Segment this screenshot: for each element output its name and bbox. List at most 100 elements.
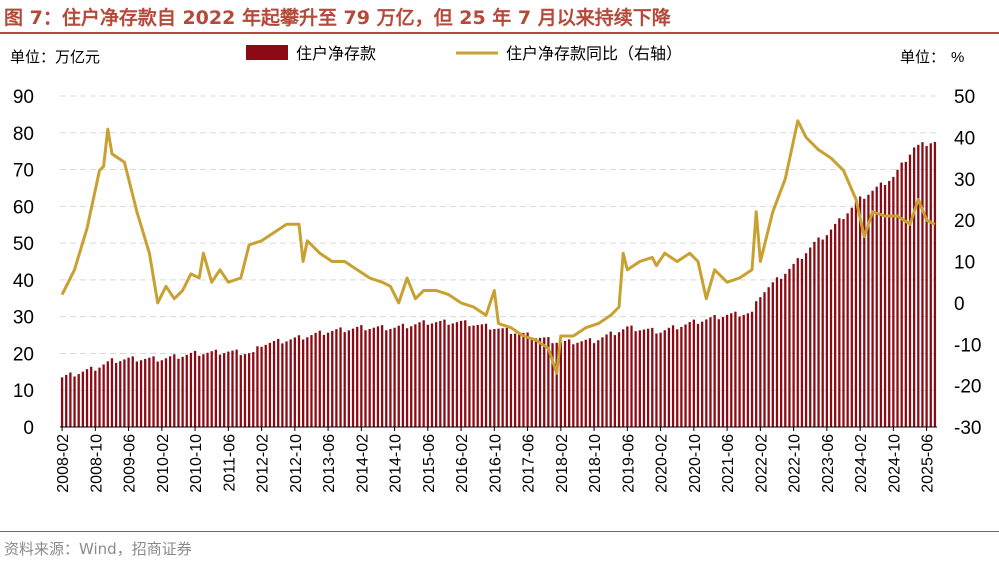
x-tick-label: 2019-06: [620, 434, 637, 493]
x-tick-label: 2015-06: [421, 434, 438, 493]
bar: [543, 337, 546, 427]
bar: [189, 352, 193, 427]
bar: [655, 333, 658, 427]
bar: [684, 324, 687, 427]
bar: [318, 330, 321, 427]
bar: [580, 341, 583, 427]
bar: [572, 344, 575, 427]
bar: [763, 292, 766, 427]
bar: [788, 268, 791, 427]
bar: [829, 229, 833, 427]
x-tick-label: 2011-06: [221, 434, 238, 492]
bar: [667, 327, 671, 427]
x-tick-label: 2017-06: [521, 434, 538, 493]
bar: [588, 338, 592, 427]
bar: [430, 323, 434, 427]
bar: [626, 326, 629, 427]
bar: [65, 374, 68, 427]
bar: [418, 322, 421, 427]
bar: [888, 180, 891, 427]
bar: [214, 349, 218, 427]
bar: [555, 342, 558, 427]
bar: [883, 185, 887, 427]
bar: [513, 333, 517, 427]
bar: [584, 339, 587, 427]
bar: [896, 169, 899, 427]
bar: [123, 359, 126, 427]
bar: [326, 332, 330, 427]
bar: [459, 320, 463, 427]
bar: [472, 325, 475, 427]
bar: [90, 366, 93, 427]
bar: [701, 321, 704, 427]
bar: [489, 329, 492, 427]
bar: [725, 314, 729, 427]
bar: [817, 237, 820, 427]
bar: [721, 317, 725, 427]
x-tick-label: 2008-10: [88, 434, 105, 493]
bar: [256, 346, 259, 427]
legend: 住户净存款 住户净存款同比（右轴）: [246, 44, 682, 63]
bar: [929, 143, 932, 427]
bar: [476, 324, 479, 427]
bar: [592, 343, 596, 427]
x-tick-label: 2008-02: [55, 434, 72, 493]
bar: [198, 355, 201, 427]
bar: [81, 371, 85, 427]
bar: [767, 287, 770, 427]
x-tick-label: 2010-02: [155, 434, 172, 493]
bar: [385, 330, 388, 427]
bar: [231, 350, 234, 427]
left-tick-label: 90: [13, 87, 34, 108]
bar: [642, 329, 646, 427]
bar: [106, 361, 109, 427]
bar: [206, 352, 209, 427]
bar: [185, 354, 188, 427]
bar: [622, 329, 625, 427]
bar: [538, 337, 542, 427]
bar: [293, 337, 296, 427]
bar: [177, 358, 180, 427]
bar: [135, 361, 139, 427]
bar: [414, 324, 417, 427]
bar: [917, 144, 920, 427]
bar: [730, 313, 733, 427]
bar: [904, 161, 907, 428]
bar: [397, 325, 400, 427]
left-tick-label: 40: [13, 271, 34, 292]
bar: [272, 340, 276, 427]
bar: [846, 213, 849, 427]
bar: [501, 328, 504, 427]
bar: [634, 331, 637, 427]
bar: [480, 324, 484, 427]
right-tick-label: 30: [954, 170, 975, 191]
bar: [223, 353, 226, 427]
right-tick-label: 0: [954, 294, 965, 315]
left-tick-label: 60: [13, 197, 34, 218]
x-tick-label: 2021-06: [720, 434, 737, 493]
bar: [601, 337, 604, 427]
bar: [709, 317, 712, 427]
bar: [455, 322, 459, 427]
bar: [688, 322, 691, 427]
bar: [364, 330, 367, 427]
bar: [164, 358, 168, 427]
x-tick-label: 2010-10: [188, 434, 205, 493]
left-tick-label: 20: [13, 344, 34, 365]
bar: [825, 235, 828, 427]
bar: [443, 319, 446, 427]
bar: [156, 361, 159, 427]
bar: [260, 346, 263, 427]
title-divider: [0, 32, 999, 34]
x-tick-label: 2020-02: [654, 434, 671, 493]
bar: [85, 369, 89, 427]
bar: [563, 340, 567, 427]
bar: [322, 334, 326, 427]
bar: [933, 141, 937, 427]
bar: [863, 198, 866, 427]
bar: [676, 329, 679, 427]
bar: [181, 356, 184, 427]
left-tick-label: 0: [23, 418, 34, 439]
bar: [464, 320, 467, 427]
x-tick-label: 2014-02: [354, 434, 371, 493]
